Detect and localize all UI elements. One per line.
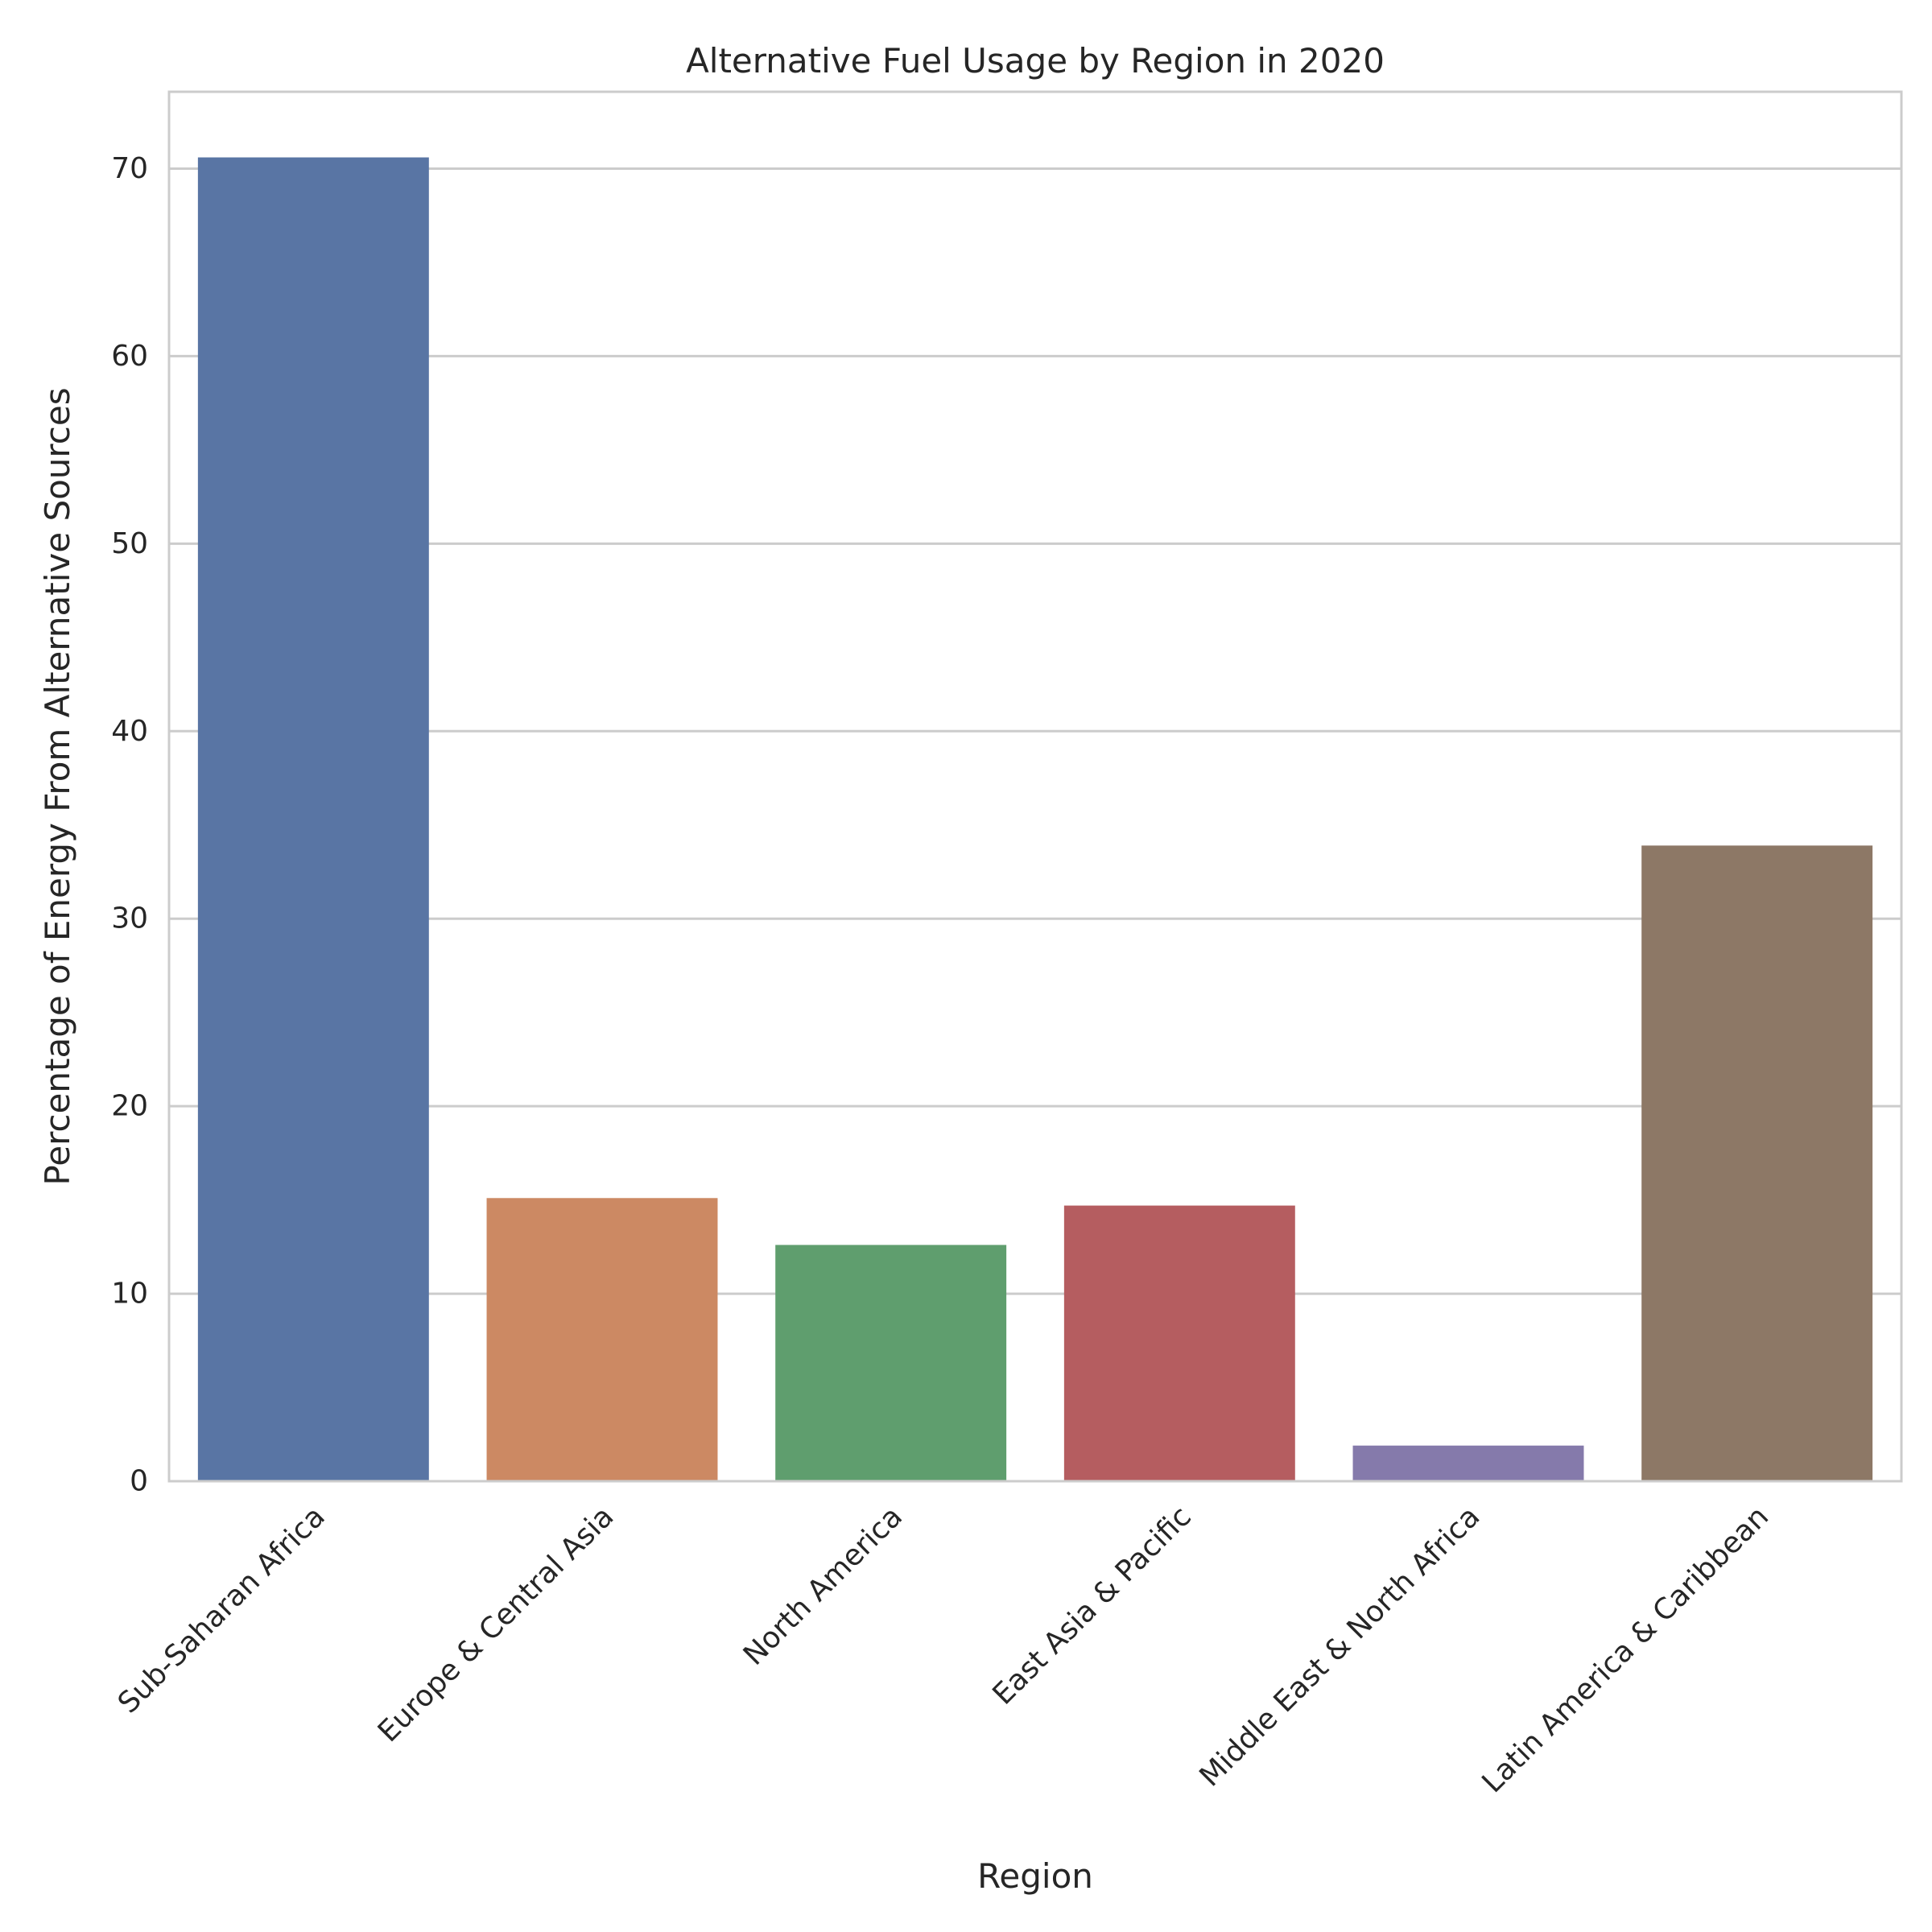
bars [197,157,1873,1482]
y-axis-label: Percentage of Energy From Alternative So… [38,387,77,1185]
y-tick-label: 70 [111,152,148,185]
y-tick-label: 40 [111,715,148,748]
y-tick-label: 20 [111,1090,148,1123]
y-tick-label: 30 [111,902,148,935]
y-tick-label: 10 [111,1278,148,1311]
bar-east-asia-pacific [1063,1205,1295,1481]
y-tick-label: 0 [130,1465,148,1498]
chart-title: Alternative Fuel Usage by Region in 2020 [686,41,1385,80]
plot-frame [167,90,1903,1483]
y-tick-label: 60 [111,340,148,373]
y-tick-label: 50 [111,527,148,560]
y-axis-ticks: 0 10 20 30 40 50 60 70 [111,152,148,1497]
bar-sub-saharan-africa [197,157,429,1482]
bar-middle-east-north-africa [1352,1445,1584,1481]
x-axis-label: Region [977,1856,1093,1896]
bar-latin-america-caribbean [1641,845,1873,1481]
bar-europe-central-asia [486,1198,718,1481]
bar-north-america [775,1245,1007,1481]
